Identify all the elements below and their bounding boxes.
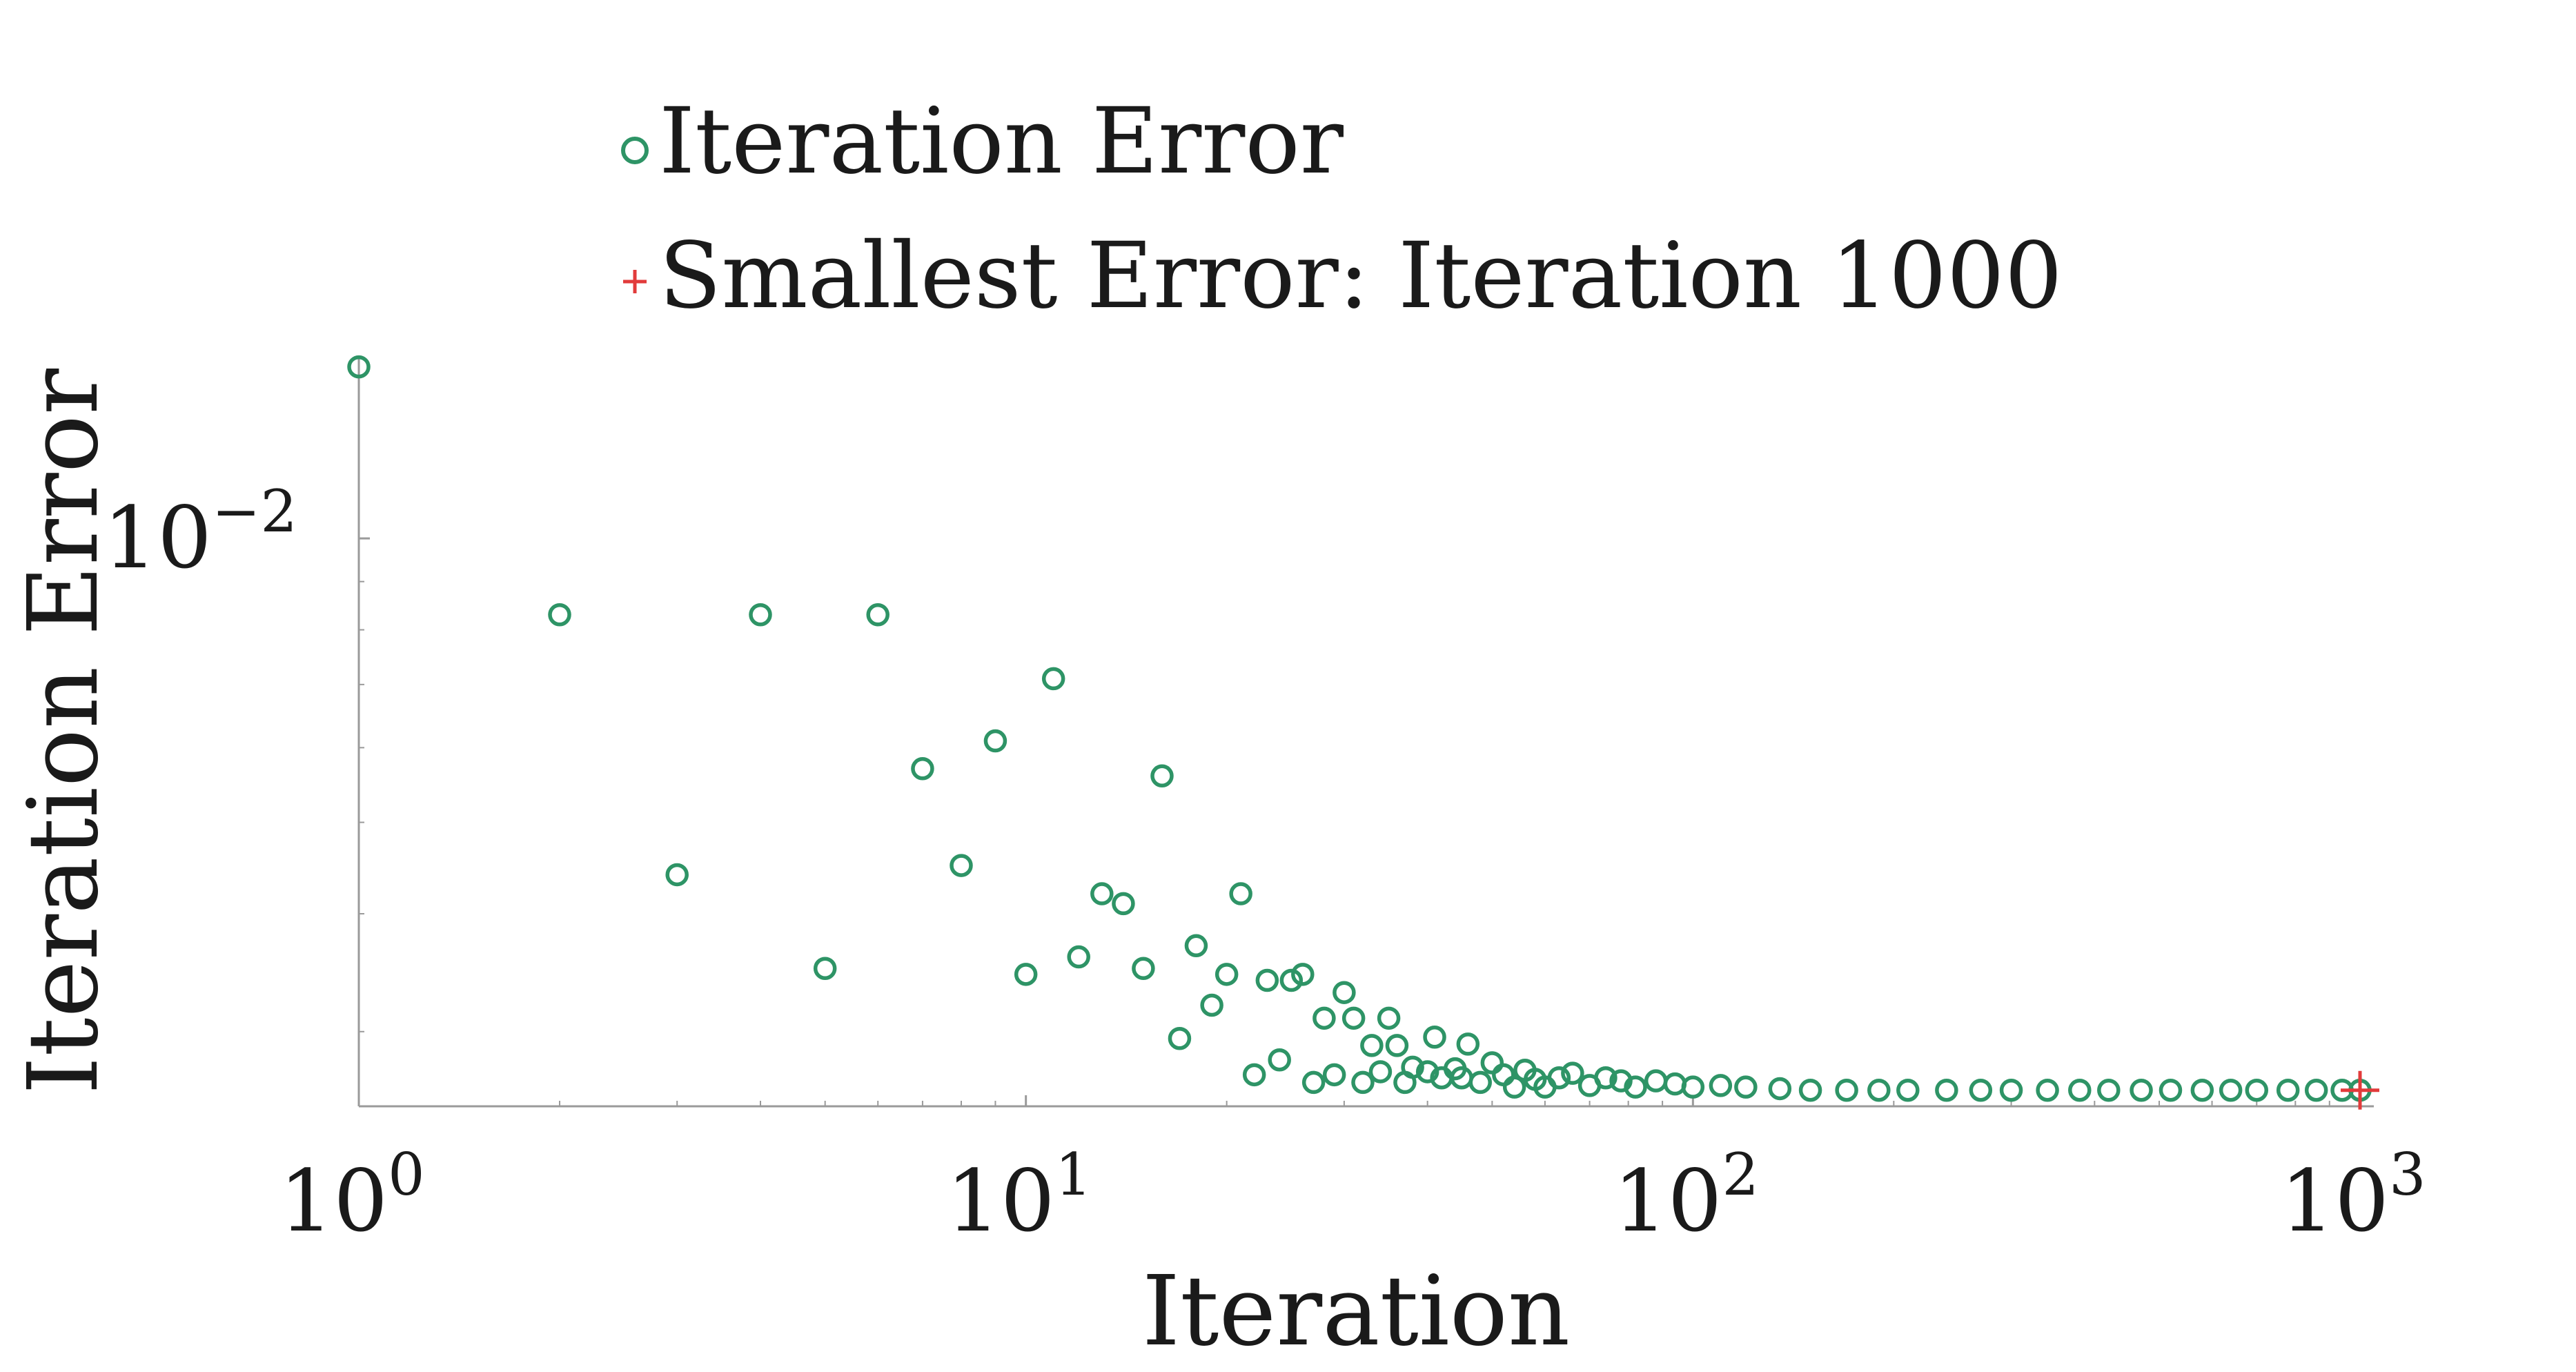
data-point — [1341, 1006, 1366, 1030]
data-point — [1368, 1060, 1393, 1084]
data-point — [665, 863, 689, 887]
legend-label-smallest-error: Smallest Error: Iteration 1000 — [659, 223, 2063, 329]
data-point — [1624, 1075, 1647, 1099]
data-point — [1709, 1074, 1733, 1097]
data-point — [548, 602, 571, 627]
data-point — [1014, 963, 1038, 986]
data-point — [1423, 1025, 1446, 1049]
x-tick-label: 100 — [279, 1141, 424, 1251]
data-point — [1502, 1075, 1526, 1099]
data-point — [749, 602, 772, 627]
data-point — [1798, 1078, 1822, 1102]
legend-item-smallest-error: Smallest Error: Iteration 1000 — [623, 223, 2063, 329]
data-point — [2276, 1078, 2300, 1102]
data-point — [2245, 1078, 2269, 1102]
data-point — [1351, 1070, 1375, 1095]
data-point — [1935, 1078, 1958, 1102]
data-point — [2097, 1078, 2121, 1102]
y-tick-label: 10−2 — [103, 478, 297, 588]
data-point — [1255, 968, 1279, 992]
data-point — [2068, 1078, 2092, 1102]
data-point — [1385, 1034, 1409, 1057]
data-point — [1132, 957, 1155, 981]
data-point — [347, 355, 371, 379]
data-point — [1301, 1070, 1326, 1095]
data-point — [1768, 1077, 1792, 1101]
data-point — [1279, 968, 1304, 992]
data-point — [2190, 1078, 2214, 1102]
data-point — [1360, 1034, 1384, 1057]
data-point — [1492, 1063, 1515, 1087]
x-axis-title: Iteration — [1142, 1255, 1570, 1368]
legend-item-iteration-error: Iteration Error — [621, 88, 1344, 195]
data-point — [2159, 1078, 2183, 1102]
data-point — [1969, 1078, 1993, 1102]
min-error-marker — [2341, 1070, 2379, 1110]
data-point — [1468, 1070, 1492, 1095]
data-point — [1215, 963, 1239, 986]
data-point — [2304, 1078, 2328, 1102]
data-point — [1456, 1032, 1480, 1056]
data-point — [1415, 1060, 1439, 1084]
y-ticks: 10−2 — [103, 478, 370, 1032]
data-point — [1184, 934, 1208, 958]
data-point — [2219, 1078, 2243, 1102]
legend-label-iteration-error: Iteration Error — [659, 88, 1344, 195]
data-point — [1112, 892, 1135, 916]
data-point — [1090, 882, 1114, 905]
data-point — [950, 854, 973, 877]
data-point — [1322, 1063, 1346, 1087]
data-point — [1242, 1063, 1266, 1087]
data-point — [1547, 1066, 1571, 1090]
data-point — [1268, 1048, 1291, 1072]
y-axis-title: Iteration Error — [8, 369, 120, 1095]
data-point — [1291, 963, 1315, 986]
data-point — [1999, 1078, 2023, 1102]
data-point — [1681, 1075, 1705, 1099]
data-point — [1150, 764, 1174, 788]
data-point — [1229, 882, 1252, 905]
data-point — [1644, 1069, 1668, 1092]
data-point — [2036, 1078, 2059, 1102]
data-point — [1835, 1078, 1858, 1102]
data-point — [1168, 1027, 1192, 1050]
data-point — [1401, 1055, 1424, 1079]
x-tick-label: 102 — [1613, 1141, 1759, 1251]
data-point — [1896, 1078, 1920, 1102]
legend-marker-open-circle-icon — [621, 137, 649, 164]
data-point — [813, 957, 837, 981]
series-iteration-error — [347, 355, 2372, 1102]
data-point — [911, 757, 934, 781]
data-point — [1200, 993, 1223, 1017]
data-point — [1480, 1051, 1504, 1075]
data-point — [1594, 1066, 1618, 1090]
axes: 100 101 102 103 10−2 — [103, 359, 2426, 1251]
data-point — [1333, 981, 1356, 1004]
x-tick-label: 103 — [2280, 1141, 2426, 1251]
data-point — [1867, 1078, 1891, 1102]
data-point — [1663, 1072, 1687, 1096]
data-point — [1561, 1061, 1584, 1085]
x-tick-label: 101 — [946, 1141, 1092, 1251]
data-point — [1377, 1006, 1401, 1030]
legend: Iteration Error Smallest Error: Iteratio… — [621, 88, 2063, 329]
data-point — [2130, 1078, 2153, 1102]
series-smallest-error — [2341, 1070, 2379, 1110]
x-ticks: 100 101 102 103 — [279, 1095, 2426, 1251]
data-point — [1734, 1075, 1758, 1099]
data-point — [866, 602, 889, 627]
data-point — [1312, 1006, 1336, 1030]
data-point — [1067, 945, 1090, 969]
data-point — [1041, 667, 1065, 691]
data-point — [983, 729, 1007, 753]
